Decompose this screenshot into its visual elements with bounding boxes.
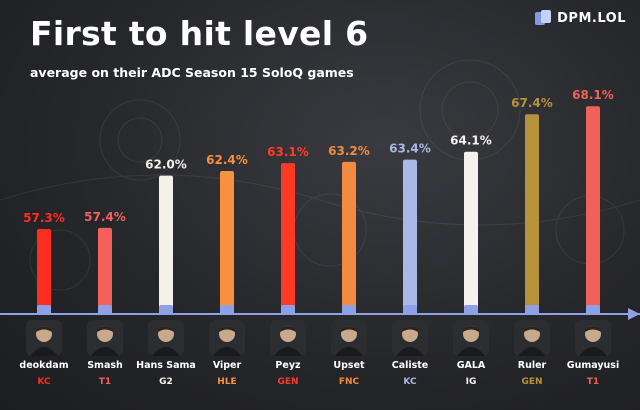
player-avatar [209, 320, 245, 356]
bar-deokdam [37, 229, 51, 312]
player-name: Hans Sama [136, 360, 196, 371]
dpm-logo-icon [535, 10, 552, 25]
player-name: deokdam [19, 360, 69, 371]
bar-base-marker [37, 305, 51, 315]
team-logo-icon: HLE [217, 377, 237, 387]
team-logo-icon: T1 [98, 377, 112, 387]
bar-base-marker [525, 305, 539, 315]
team-logo-icon: GEN [521, 377, 543, 387]
team-logo-icon: G2 [159, 377, 173, 387]
team-logo-icon: IG [465, 377, 477, 387]
player-name: Upset [333, 360, 365, 371]
bar-peyz [281, 163, 295, 312]
value-label: 57.3% [23, 211, 65, 225]
brand-name: DPM.LOL [557, 10, 626, 26]
player-name: Peyz [275, 360, 301, 371]
chart-title: First to hit level 6 [30, 14, 369, 53]
team-logo-icon: GEN [277, 377, 299, 387]
player-name: Smash [87, 360, 123, 371]
bar-ruler [525, 114, 539, 312]
bar-base-marker [586, 305, 600, 315]
value-label: 57.4% [84, 210, 126, 224]
player-avatar [87, 320, 123, 356]
value-label: 67.4% [511, 96, 553, 110]
value-label: 68.1% [572, 88, 614, 102]
value-label: 62.4% [206, 153, 248, 167]
bar-base-marker [403, 305, 417, 315]
player-name: Viper [212, 360, 242, 371]
axis-arrow-icon [628, 308, 640, 320]
bar-base-marker [464, 305, 478, 315]
player-avatar [514, 320, 550, 356]
team-logo-icon: KC [37, 377, 51, 387]
bar-base-marker [281, 305, 295, 315]
bar-base-marker [220, 305, 234, 315]
bar-base-marker [98, 305, 112, 315]
bar-smash [98, 227, 112, 312]
player-name: Ruler [517, 360, 547, 371]
player-avatar [331, 320, 367, 356]
value-label: 62.0% [145, 158, 187, 172]
player-avatar [270, 320, 306, 356]
value-label: 63.4% [389, 142, 431, 156]
player-avatar [26, 320, 62, 356]
brand-logo: DPM.LOL [534, 9, 626, 27]
value-label: 63.2% [328, 144, 370, 158]
bar-viper [220, 171, 234, 312]
player-avatar [392, 320, 428, 356]
bar-upset [342, 161, 356, 312]
bar-caliste [403, 159, 417, 312]
team-logo-icon: FNC [338, 377, 360, 387]
value-label: 63.1% [267, 145, 309, 159]
player-avatar [148, 320, 184, 356]
player-name: Caliste [391, 360, 429, 371]
bar-base-marker [159, 305, 173, 315]
value-label: 64.1% [450, 134, 492, 148]
team-logo-icon: KC [403, 377, 417, 387]
player-avatar [575, 320, 611, 356]
bar-hans-sama [159, 175, 173, 312]
player-name: GALA [456, 360, 486, 371]
bar-base-marker [342, 305, 356, 315]
team-logo-icon: T1 [586, 377, 600, 387]
player-name: Gumayusi [566, 360, 620, 371]
bar-gumayusi [586, 106, 600, 312]
player-avatar [453, 320, 489, 356]
chart-subtitle: average on their ADC Season 15 SoloQ gam… [30, 65, 354, 80]
bar-gala [464, 151, 478, 312]
